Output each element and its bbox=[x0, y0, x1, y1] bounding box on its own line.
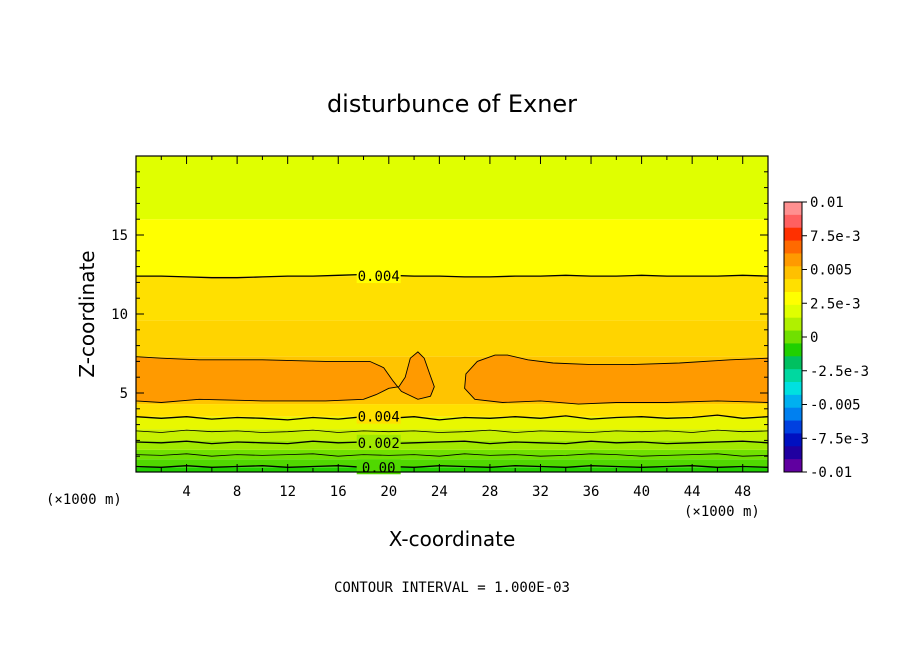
x-tick-label: 4 bbox=[182, 484, 190, 500]
colorbar-swatch bbox=[784, 420, 802, 434]
colorbar-label: -0.01 bbox=[810, 465, 852, 481]
contour-label-bg-0 bbox=[356, 268, 401, 284]
colorbar-swatch bbox=[784, 394, 802, 409]
contour-label-1: 0.004 bbox=[358, 410, 400, 426]
chart-title: disturbunce of Exner bbox=[327, 90, 577, 118]
colorbar-swatch bbox=[784, 266, 802, 280]
contour-band-9 bbox=[136, 276, 768, 321]
y-tick-label: 15 bbox=[111, 228, 128, 244]
colorbar-swatch bbox=[784, 330, 802, 344]
contour-line-5 bbox=[136, 465, 768, 468]
colorbar-swatch bbox=[784, 202, 802, 216]
contour-band-8 bbox=[136, 320, 768, 357]
x-tick-label: 8 bbox=[233, 484, 241, 500]
high-region-right bbox=[464, 354, 768, 405]
x-tick-label: 36 bbox=[583, 484, 600, 500]
contour-line-0 bbox=[136, 273, 768, 279]
colorbar-labels: 0.01 7.5e-3 0.005 2.5e-3 0 -2.5e-3 -0.005 -7.5e… bbox=[802, 195, 869, 481]
contour-label-0: 0.004 bbox=[358, 269, 400, 285]
colorbar-label: 2.5e-3 bbox=[810, 296, 861, 312]
contour-band-4 bbox=[136, 429, 768, 441]
contour-label-bg-5 bbox=[356, 459, 401, 475]
contour-band-10 bbox=[136, 219, 768, 277]
contour-band-6 bbox=[136, 404, 768, 417]
colorbar-swatch bbox=[784, 343, 802, 357]
contour-lines bbox=[136, 273, 768, 468]
x-tick-label: 32 bbox=[532, 484, 549, 500]
x-axis-label: X-coordinate bbox=[389, 527, 516, 551]
contour-band-0 bbox=[136, 467, 768, 472]
contour-label-3: 0.002 bbox=[358, 436, 400, 452]
colorbar-swatch bbox=[784, 369, 802, 383]
x-unit-right: (×1000 m) bbox=[684, 504, 760, 520]
contour-label-bg-1 bbox=[356, 408, 401, 424]
colorbar-swatch bbox=[784, 459, 802, 473]
contour-interval-note: CONTOUR INTERVAL = 1.000E-03 bbox=[334, 580, 570, 596]
colorbar-swatch bbox=[784, 446, 802, 460]
x-tick-label: 24 bbox=[431, 484, 448, 500]
colorbar bbox=[783, 201, 803, 473]
plot-area bbox=[136, 156, 768, 472]
colorbar-swatch bbox=[784, 292, 802, 306]
y-tick-label: 10 bbox=[111, 307, 128, 323]
colorbar-label: 0.005 bbox=[810, 263, 852, 279]
colorbar-swatch bbox=[784, 253, 802, 267]
colorbar-label: -7.5e-3 bbox=[810, 431, 869, 447]
colorbar-label: 0 bbox=[810, 330, 818, 346]
colorbar-swatch bbox=[784, 317, 802, 332]
colorbar-swatch bbox=[784, 356, 802, 370]
colorbar-swatch bbox=[784, 382, 802, 396]
x-tick-label: 48 bbox=[734, 484, 751, 500]
contour-band-3 bbox=[136, 440, 768, 450]
x-tick-label: 28 bbox=[481, 484, 498, 500]
x-tick-label: 44 bbox=[684, 484, 701, 500]
colorbar-label: -0.005 bbox=[810, 398, 861, 414]
colorbar-swatch bbox=[784, 304, 802, 319]
y-axis-label: Z-coordinate bbox=[75, 250, 99, 377]
colorbar-swatch bbox=[784, 279, 802, 293]
colorbar-label: 7.5e-3 bbox=[810, 229, 861, 245]
colorbar-label: -2.5e-3 bbox=[810, 364, 869, 380]
colorbar-swatch bbox=[784, 214, 802, 229]
x-tick-label: 16 bbox=[330, 484, 347, 500]
y-axis-ticks: 5 10 15 bbox=[111, 171, 768, 457]
colorbar-swatch bbox=[784, 407, 802, 422]
high-region-left bbox=[136, 351, 435, 403]
contour-label-bg-3 bbox=[356, 434, 401, 450]
x-tick-label: 20 bbox=[380, 484, 397, 500]
x-unit-left: (×1000 m) bbox=[46, 492, 122, 508]
contour-line-4 bbox=[136, 453, 768, 457]
colorbar-label: 0.01 bbox=[810, 195, 844, 211]
contour-band-11 bbox=[136, 156, 768, 220]
contour-line-2 bbox=[136, 429, 768, 433]
contour-band-1 bbox=[136, 459, 768, 468]
contour-line-1 bbox=[136, 414, 768, 421]
x-tick-label: 12 bbox=[279, 484, 296, 500]
colorbar-swatch bbox=[784, 433, 802, 447]
x-tick-label: 40 bbox=[633, 484, 650, 500]
y-tick-label: 5 bbox=[120, 386, 128, 402]
colorbar-swatch bbox=[784, 240, 802, 254]
contour-label-5: 0.00 bbox=[362, 460, 396, 476]
x-axis-ticks: 4 8 12 16 20 24 28 32 36 40 44 48 bbox=[160, 156, 751, 500]
colorbar-swatch bbox=[784, 227, 802, 242]
contour-line-3 bbox=[136, 440, 768, 445]
